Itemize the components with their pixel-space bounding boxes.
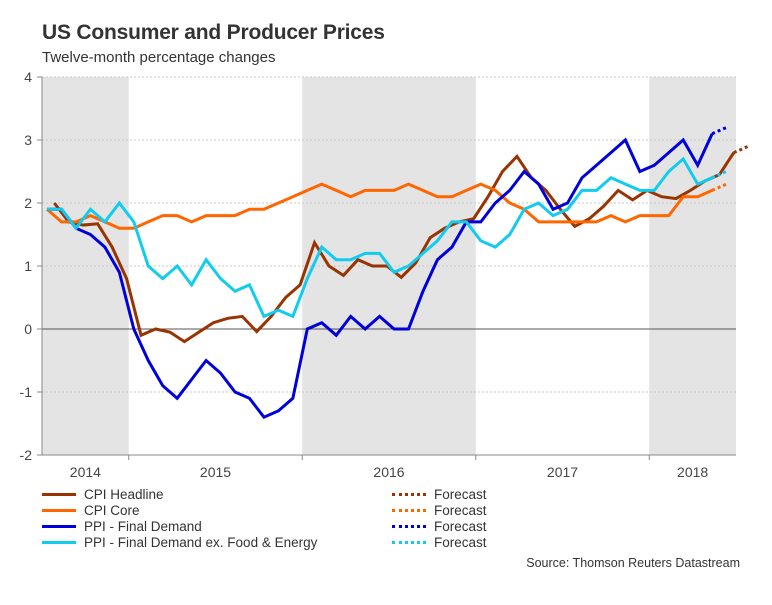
legend-item-cpi-headline: CPI Headline bbox=[42, 486, 164, 503]
y-tick-label: 4 bbox=[24, 69, 32, 85]
forecast-line-cpi-headline bbox=[733, 144, 749, 154]
legend-item-cpi-core: CPI Core bbox=[42, 502, 140, 519]
legend-label: Forecast bbox=[434, 503, 487, 518]
legend-swatch-forecast-cpi-headline bbox=[392, 493, 426, 496]
x-tick-label-2015: 2015 bbox=[200, 464, 231, 480]
x-tick-label-2016: 2016 bbox=[373, 464, 404, 480]
legend-item-forecast-cpi-headline: Forecast bbox=[392, 486, 487, 503]
forecast-line-cpi-core bbox=[711, 182, 728, 192]
legend-label: PPI - Final Demand ex. Food & Energy bbox=[84, 535, 318, 550]
legend-swatch-forecast-ppi-final-demand bbox=[392, 525, 426, 528]
forecast-line-ppi-final-demand bbox=[711, 126, 728, 136]
legend-swatch-forecast-ppi-ex-food-energy bbox=[392, 541, 426, 544]
legend-label: Forecast bbox=[434, 519, 487, 534]
legend-item-forecast-cpi-core: Forecast bbox=[392, 502, 487, 519]
legend-item-ppi-final-demand: PPI - Final Demand bbox=[42, 518, 202, 535]
y-tick-label: -1 bbox=[20, 384, 33, 400]
series-line-ppi-final-demand bbox=[47, 133, 714, 420]
legend-swatch-cpi-core bbox=[42, 509, 76, 512]
legend-label: Forecast bbox=[434, 535, 487, 550]
legend-item-forecast-ppi-ex-food-energy: Forecast bbox=[392, 534, 487, 551]
forecast-line-ppi-final-demand-ex-food-energy bbox=[711, 170, 728, 180]
legend-label: Forecast bbox=[434, 487, 487, 502]
series-line-cpi-core bbox=[46, 182, 713, 230]
x-tick-label-2014: 2014 bbox=[70, 464, 101, 480]
x-tick-label-2018: 2018 bbox=[677, 464, 708, 480]
legend-item-ppi-ex-food-energy: PPI - Final Demand ex. Food & Energy bbox=[42, 534, 317, 551]
y-tick-label: 1 bbox=[24, 258, 32, 274]
y-tick-label: -2 bbox=[20, 447, 33, 463]
series-line-ppi-final-demand-ex-food-energy bbox=[47, 156, 713, 319]
y-tick-label: 3 bbox=[24, 132, 32, 148]
y-tick-label: 0 bbox=[24, 321, 32, 337]
chart-subtitle: Twelve-month percentage changes bbox=[42, 49, 276, 66]
legend-swatch-forecast-cpi-core bbox=[392, 509, 426, 512]
legend-swatch-ppi-final-demand bbox=[42, 525, 76, 528]
y-tick-label: 2 bbox=[24, 195, 32, 211]
x-tick-label-2017: 2017 bbox=[547, 464, 578, 480]
legend-item-forecast-ppi-final-demand: Forecast bbox=[392, 518, 487, 535]
legend-label: PPI - Final Demand bbox=[84, 519, 202, 534]
source-note: Source: Thomson Reuters Datastream bbox=[526, 556, 740, 570]
chart-title: US Consumer and Producer Prices bbox=[42, 21, 385, 44]
legend-label: CPI Core bbox=[84, 503, 140, 518]
legend-swatch-cpi-headline bbox=[42, 493, 76, 496]
legend-swatch-ppi-ex-food-energy bbox=[42, 541, 76, 544]
legend-label: CPI Headline bbox=[84, 487, 164, 502]
